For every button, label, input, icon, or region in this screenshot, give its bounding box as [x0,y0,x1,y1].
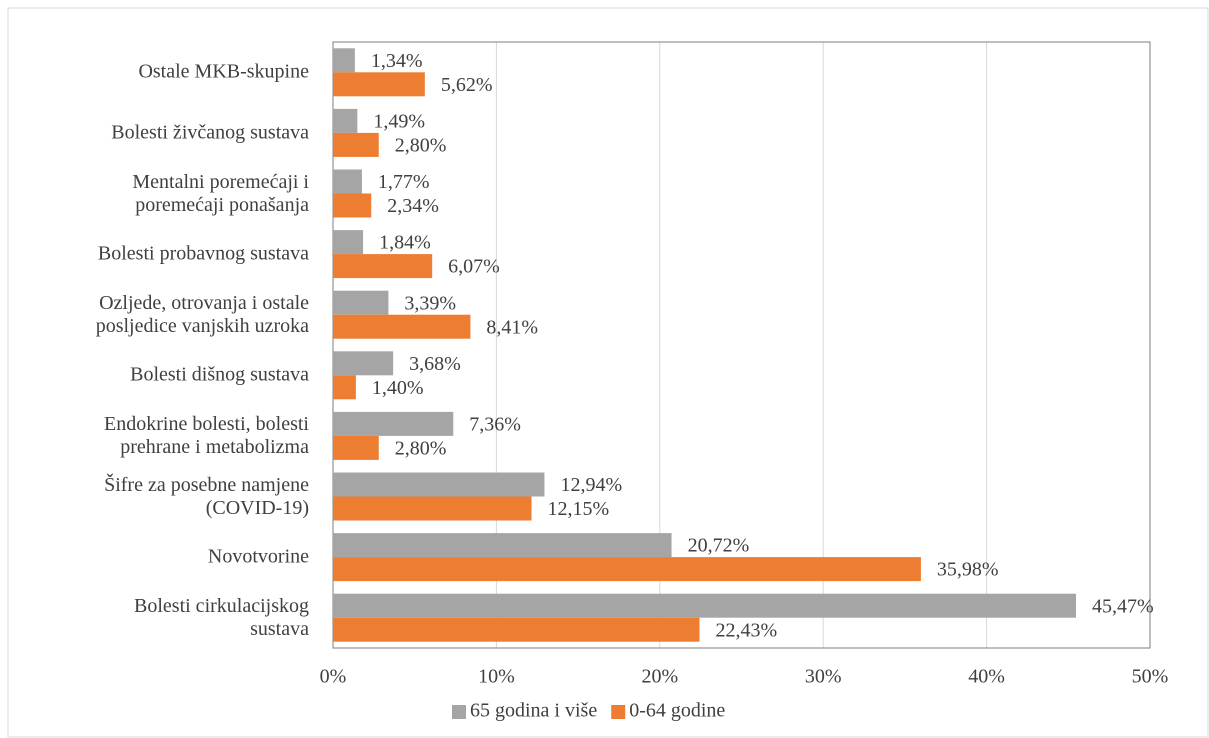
bar [333,230,364,255]
data-label: 5,62% [441,74,493,96]
y-tick-label: Ostale MKB-skupine [138,60,309,83]
bar [333,496,532,521]
data-label: 12,94% [560,474,622,496]
y-tick-label: Mentalni poremećaji i poremećaji ponašan… [132,170,309,216]
x-tick-label: 20% [641,666,678,688]
data-label: 1,40% [372,377,424,399]
bar [333,314,471,339]
data-label: 12,15% [548,498,610,520]
chart-border [7,7,1209,738]
bar [333,108,358,133]
data-label: 1,34% [371,50,423,72]
y-tick-label: Ozljede, otrovanja i ostale posljedice v… [95,291,309,337]
bar [333,193,372,218]
bar [333,435,379,460]
data-label: 3,39% [404,292,456,314]
data-label: 1,84% [379,232,431,254]
data-label: 1,77% [378,171,430,193]
data-label: 35,98% [937,559,999,581]
bar [333,375,356,400]
x-tick-label: 0% [320,666,347,688]
bar [333,593,1076,618]
data-label: 1,49% [373,110,425,132]
bar [333,132,379,157]
bar [333,533,672,558]
data-label: 2,80% [395,134,447,156]
legend-swatch [611,705,626,719]
bar [333,72,425,97]
y-tick-label: Bolesti dišnog sustava [130,363,309,386]
x-tick-label: 30% [805,666,842,688]
plot-border [332,41,1151,649]
data-label: 20,72% [688,535,750,557]
data-label: 22,43% [716,619,778,641]
bar [333,411,454,436]
bar [333,472,545,497]
y-tick-label: Bolesti cirkulacijskog sustava [134,594,309,640]
y-tick-label: Bolesti probavnog sustava [97,242,309,265]
x-tick-label: 50% [1132,666,1169,688]
y-tick-label: Endokrine bolesti, bolesti prehrane i me… [104,412,309,458]
bar [333,48,355,73]
data-label: 3,68% [409,353,461,375]
data-label: 2,80% [395,437,447,459]
data-label: 6,07% [448,256,500,278]
legend-label: 65 godina i više [470,700,597,722]
legend-swatch [452,705,466,719]
legend-label: 0-64 godine [629,700,725,722]
data-label: 2,34% [387,195,439,217]
data-label: 7,36% [469,413,521,435]
bar [333,617,700,642]
bar [333,557,921,582]
bar [333,169,362,194]
data-label: 8,41% [486,316,538,338]
y-tick-label: Šifre za posebne namjene (COVID-19) [104,473,309,519]
y-tick-label: Bolesti živčanog sustava [111,121,309,144]
bar [333,254,433,279]
y-tick-label: Novotvorine [207,545,309,568]
data-label: 45,47% [1092,595,1154,617]
bar [333,290,389,315]
x-tick-label: 10% [478,666,515,688]
bar [333,351,394,376]
x-tick-label: 40% [968,666,1005,688]
